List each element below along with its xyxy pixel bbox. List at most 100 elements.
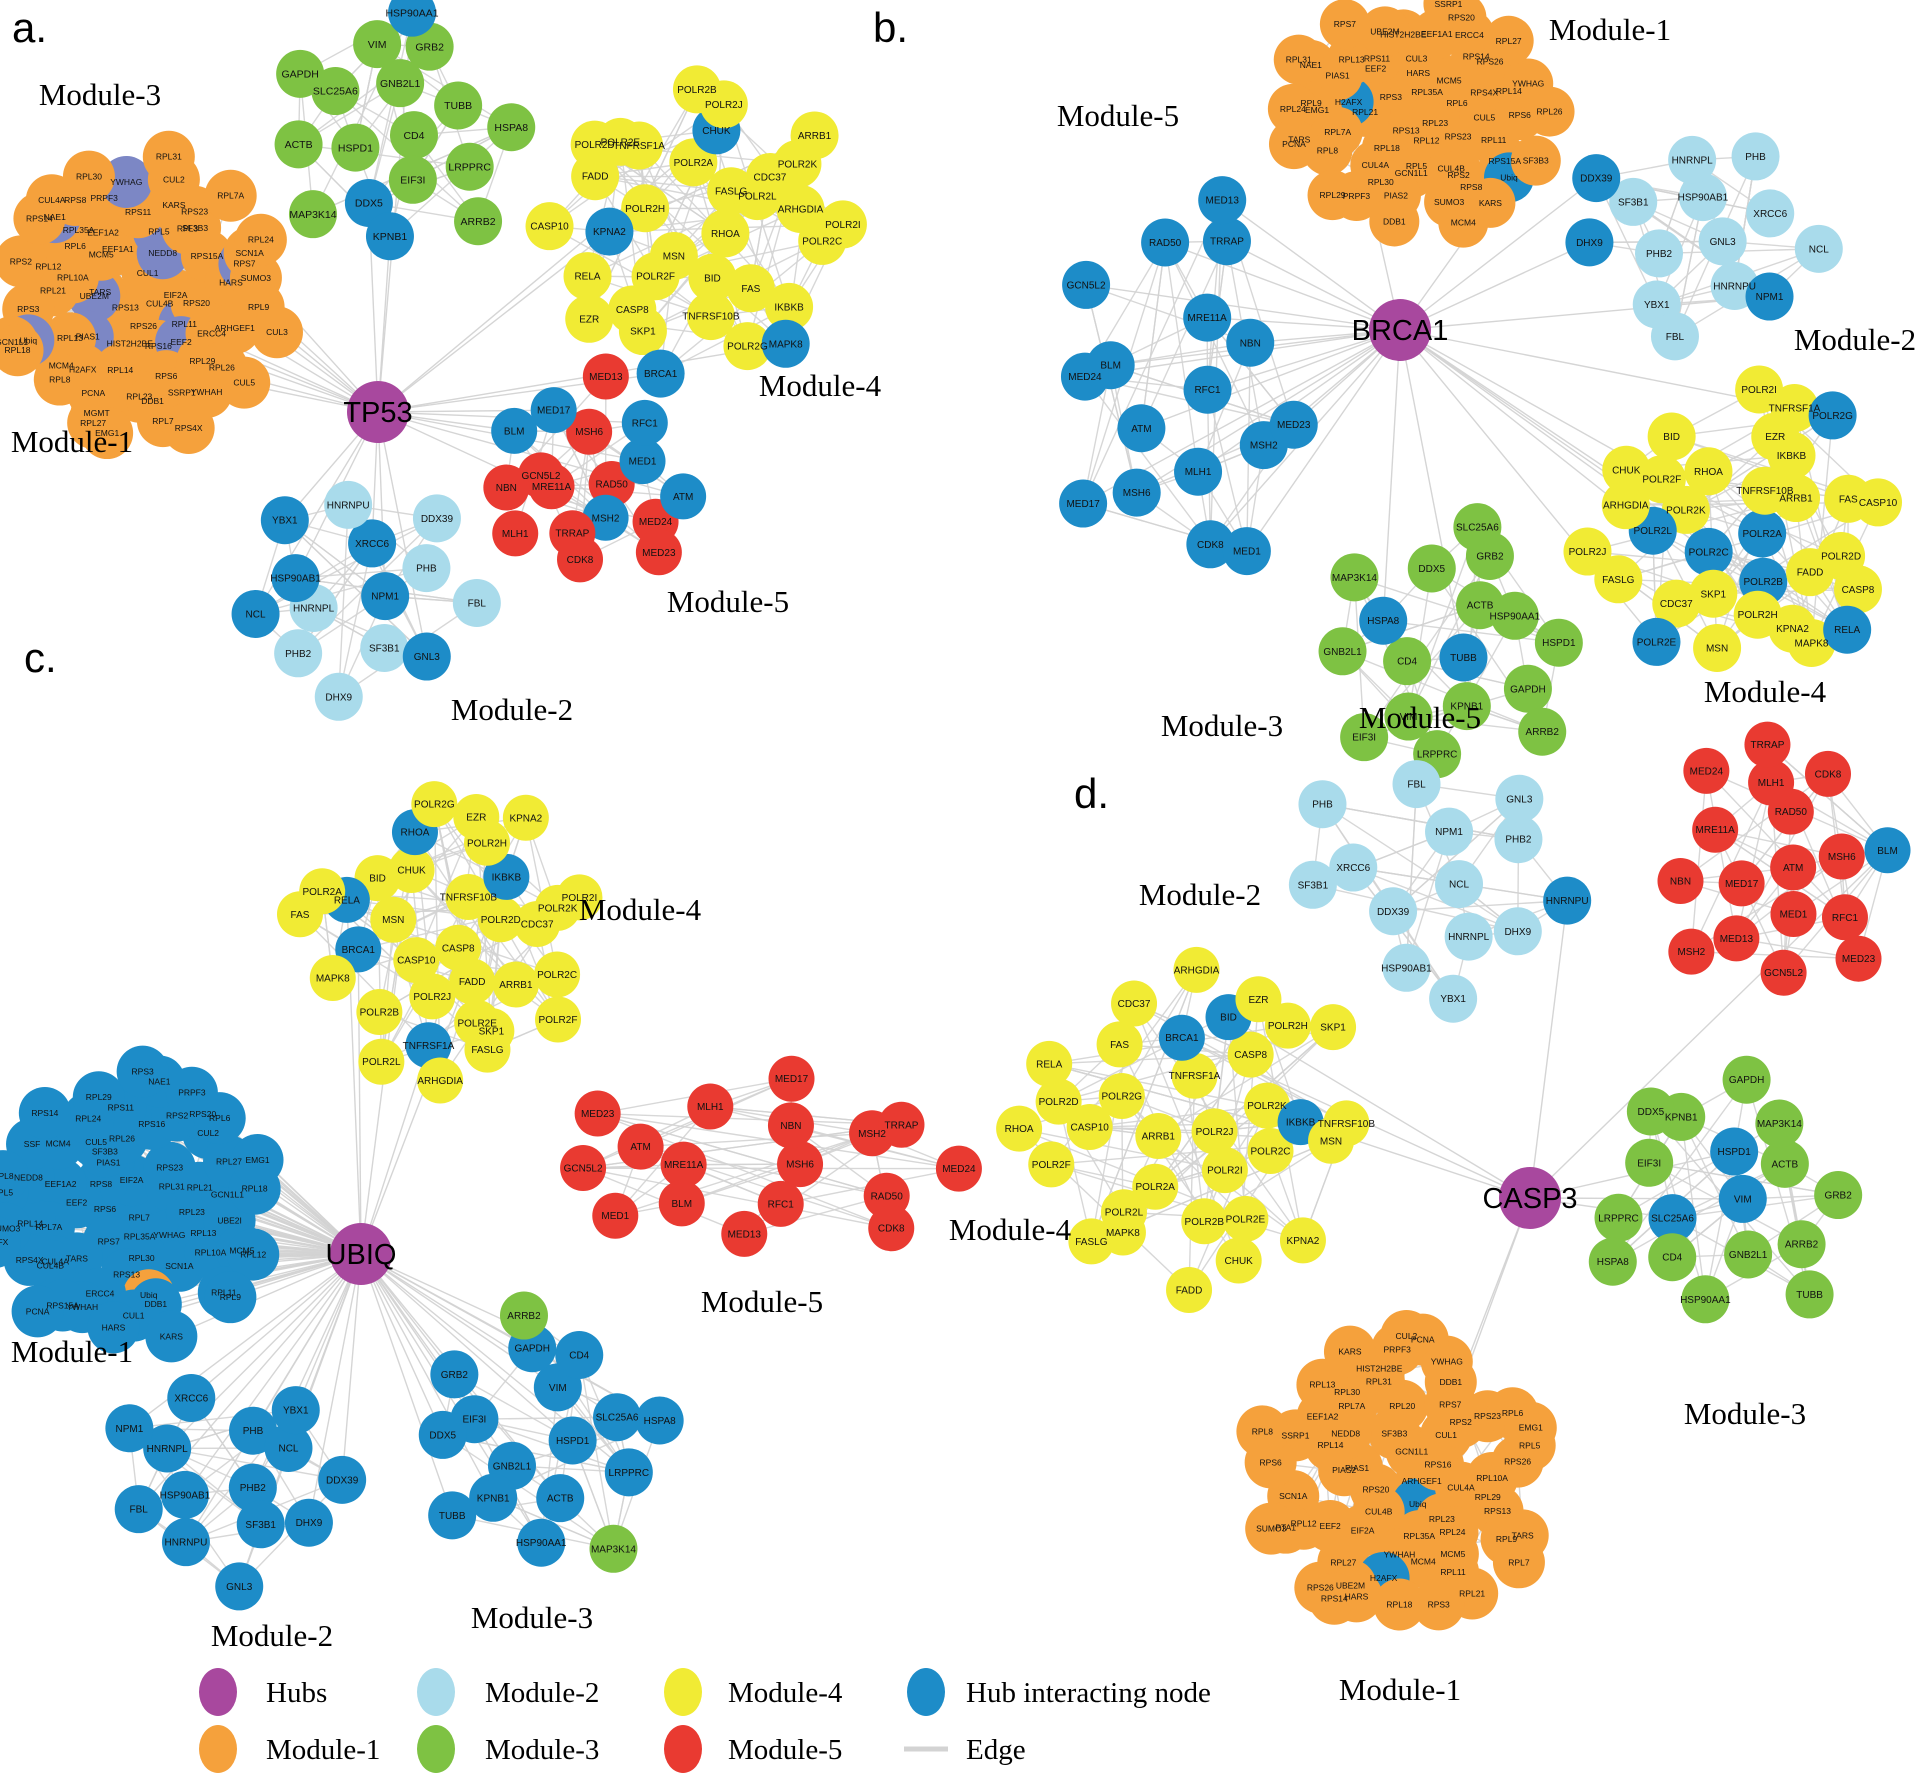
- gene-label: RPS14: [1463, 52, 1490, 62]
- gene-label: MSH2: [592, 513, 620, 524]
- gene-label: CUL1: [1435, 1430, 1457, 1440]
- gene-label: PHB: [416, 564, 437, 575]
- gene-label: MSN: [382, 915, 404, 926]
- gene-label: TRRAP: [885, 1120, 919, 1131]
- gene-label: HSPD1: [1717, 1147, 1751, 1158]
- gene-label: RPL31: [1286, 55, 1312, 65]
- gene-label: RPS20: [1448, 13, 1475, 23]
- edge: [1121, 1095, 1246, 1220]
- gene-node: [271, 1386, 320, 1435]
- nodes-layer: [1059, 0, 1903, 779]
- gene-label: TARS: [66, 1253, 88, 1263]
- gene-node: [1823, 605, 1872, 654]
- hub-label: BRCA1: [1352, 315, 1449, 347]
- gene-node: [331, 123, 380, 172]
- gene-node: [356, 989, 403, 1036]
- gene-node: [935, 1145, 982, 1192]
- gene-label: POLR2H: [1738, 610, 1778, 621]
- gene-label: ERCC4: [86, 1289, 115, 1299]
- gene-label: MGMT: [84, 408, 110, 418]
- gene-node: [1202, 217, 1251, 266]
- gene-label: ARHGDIA: [417, 1076, 463, 1087]
- gene-label: EMG1: [1519, 1423, 1543, 1433]
- gene-node: [1323, 1100, 1370, 1147]
- gene-label: RPL7: [129, 1213, 151, 1223]
- gene-label: RPS16: [138, 1119, 165, 1129]
- gene-label: MSN: [663, 251, 685, 262]
- gene-label: EMG1: [245, 1155, 269, 1165]
- gene-label: MSN: [1320, 1136, 1342, 1147]
- gene-label: POLR2F: [1642, 475, 1681, 486]
- gene-label: SKP1: [630, 327, 656, 338]
- gene-node: [1117, 404, 1166, 453]
- gene-label: MAPK8: [316, 974, 350, 985]
- gene-label: POLR2H: [467, 838, 507, 849]
- gene-label: RPS15A: [46, 1300, 79, 1310]
- gene-label: RPL30: [1334, 1387, 1360, 1397]
- gene-label: RPL24: [1280, 104, 1306, 114]
- gene-label: RPL29: [1320, 190, 1346, 200]
- gene-label: RPS23: [1474, 1411, 1501, 1421]
- gene-label: NBN: [780, 1121, 801, 1132]
- gene-label: CUL5: [233, 378, 255, 388]
- gene-label: MED24: [1068, 372, 1102, 383]
- gene-label: Ubiq: [1500, 172, 1518, 182]
- gene-node: [412, 494, 461, 543]
- gene-label: CASP10: [530, 222, 569, 233]
- gene-label: YBX1: [283, 1406, 309, 1417]
- gene-label: RPL23: [1429, 1514, 1455, 1524]
- panel-c: CASP8 CASP10 TNFRSF10B FADD MSN POLR2D POLR2J C…: [0, 634, 982, 1653]
- gene-label: RAD50: [871, 1191, 904, 1202]
- gene-node: [1814, 1171, 1863, 1220]
- gene-label: MED23: [642, 548, 676, 559]
- gene-label: MAPK8: [769, 339, 803, 350]
- gene-node: [1748, 759, 1795, 806]
- gene-node: [1835, 935, 1882, 982]
- gene-label: FASLG: [471, 1045, 503, 1056]
- gene-node: [1648, 1194, 1697, 1243]
- gene-label: POLR2D: [481, 915, 521, 926]
- gene-label: GCN5L2: [1067, 280, 1106, 291]
- edge: [1206, 389, 1248, 552]
- gene-label: POLR2C: [1689, 547, 1729, 558]
- gene-label: RPL11: [172, 319, 198, 329]
- gene-node: [227, 1228, 280, 1281]
- gene-node: [1718, 860, 1765, 907]
- gene-label: SSRP1: [1282, 1430, 1310, 1440]
- gene-label: POLR2I: [825, 220, 861, 231]
- edge: [1690, 770, 1708, 952]
- legend-swatch-module-2: [417, 1668, 455, 1716]
- gene-node: [393, 937, 440, 984]
- gene-node: [570, 120, 619, 169]
- gene-label: RPL35A: [63, 225, 95, 235]
- gene-node: [1174, 447, 1223, 496]
- gene-label: SUMO3: [0, 1224, 21, 1234]
- gene-label: HARS: [1406, 68, 1430, 78]
- gene-label: RPL24: [75, 1113, 101, 1123]
- gene-label: FADD: [459, 977, 486, 988]
- gene-node: [1308, 1572, 1361, 1625]
- gene-label: CUL5: [1473, 112, 1495, 122]
- module-label: Module-1: [1549, 12, 1671, 47]
- gene-node: [502, 794, 549, 841]
- gene-node: [418, 1410, 467, 1459]
- gene-label: ARHGDIA: [778, 204, 824, 215]
- gene-label: IKBKB: [492, 872, 522, 883]
- gene-label: EZR: [466, 812, 486, 823]
- gene-label: HARS: [102, 1322, 126, 1332]
- legend-label: Module-2: [485, 1677, 599, 1709]
- gene-label: RPL6: [65, 241, 87, 251]
- gene-node: [1330, 553, 1379, 602]
- gene-node: [1222, 527, 1271, 576]
- gene-label: RPL14: [17, 1218, 43, 1228]
- gene-node: [18, 1087, 71, 1140]
- gene-label: POLR2E: [1226, 1214, 1266, 1225]
- gene-label: YWHAG: [153, 1230, 185, 1240]
- gene-label: TNFRSF1A: [1169, 1071, 1221, 1082]
- gene-label: RPL27: [216, 1156, 242, 1166]
- gene-label: FADD: [1797, 568, 1824, 579]
- edge: [513, 430, 660, 553]
- gene-node: [1269, 400, 1318, 449]
- hub-edge: [377, 343, 786, 413]
